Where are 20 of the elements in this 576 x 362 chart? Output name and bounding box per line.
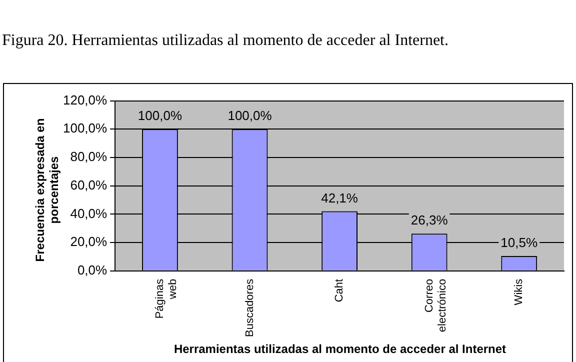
x-tick-label: Caht — [334, 278, 346, 302]
x-tick-label: Páginas web — [154, 278, 180, 319]
y-axis-title: Frecuencia expresada en porcentajes — [33, 117, 61, 264]
y-tick-label: 80,0% — [70, 149, 108, 164]
chart-title: Figura 20. Herramientas utilizadas al momento de acceder al Internet. — [2, 32, 448, 50]
y-tick-label: 60,0% — [70, 177, 108, 192]
x-tick-label: Wikis — [513, 278, 526, 306]
data-label: 100,0% — [228, 108, 272, 124]
data-label: 26,3% — [410, 212, 448, 228]
y-tick-label: 20,0% — [70, 234, 108, 250]
data-label: 42,1% — [321, 190, 358, 206]
y-tick-label: 100,0% — [62, 120, 108, 136]
data-label: 10,5% — [500, 235, 538, 250]
data-label: 100,0% — [138, 108, 182, 124]
y-tick-label: 0,0% — [77, 262, 108, 278]
x-tick-label: Correo electrónico — [423, 278, 449, 332]
y-tick-label: 120,0% — [62, 92, 108, 108]
y-tick-label: 40,0% — [70, 206, 108, 221]
x-tick-label: Buscadores — [244, 278, 256, 338]
x-axis-title: Herramientas utilizadas al momento de acceder al Internet — [172, 342, 508, 356]
